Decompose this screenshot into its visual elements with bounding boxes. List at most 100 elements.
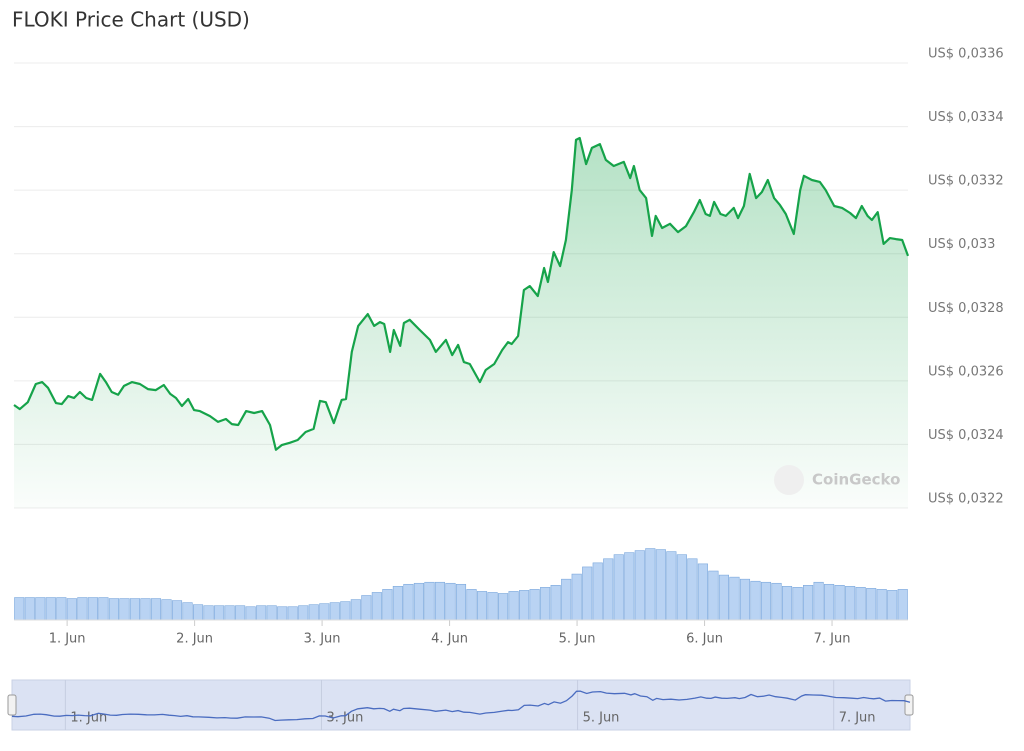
volume-bar xyxy=(413,582,424,621)
volume-bar xyxy=(434,581,446,621)
y-tick-label: US$ 0,033 xyxy=(928,237,995,252)
volume-bars xyxy=(14,548,908,621)
volume-bar xyxy=(540,587,551,621)
volume-bar xyxy=(708,570,719,621)
volume-bar xyxy=(445,582,456,621)
navigator-tick-label: 7. Jun xyxy=(839,711,876,726)
x-tick-label: 1. Jun xyxy=(49,632,86,647)
volume-bar xyxy=(592,562,603,621)
volume-bar xyxy=(887,590,898,621)
volume-bar xyxy=(129,598,141,621)
volume-bar xyxy=(676,554,687,621)
volume-bar xyxy=(455,583,467,621)
x-tick-label: 2. Jun xyxy=(176,632,213,647)
navigator-tick-label: 1. Jun xyxy=(70,711,107,726)
navigator-window[interactable] xyxy=(11,679,911,731)
volume-bar xyxy=(466,589,477,621)
navigator-line xyxy=(11,690,911,722)
volume-bar xyxy=(666,551,677,621)
volume-bar xyxy=(150,598,162,621)
volume-bar xyxy=(298,605,309,621)
volume-bar xyxy=(56,597,67,621)
volume-bar xyxy=(77,597,88,621)
volume-bar xyxy=(329,602,340,621)
navigator-tick-label: 5. Jun xyxy=(583,711,620,726)
volume-bar xyxy=(550,585,561,621)
volume-bar xyxy=(382,589,393,621)
volume-bar xyxy=(266,605,277,621)
volume-bar xyxy=(340,601,351,621)
volume-bar xyxy=(35,597,46,621)
volume-bar xyxy=(203,605,214,621)
volume-bar xyxy=(319,603,330,621)
volume-bar xyxy=(687,558,698,621)
volume-bar xyxy=(424,581,435,621)
navigator: 1. Jun 3. Jun 5. Jun 7. Jun xyxy=(11,680,911,730)
y-tick-label: US$ 0,0336 xyxy=(928,47,1004,62)
volume-bar xyxy=(87,597,98,621)
volume-bar xyxy=(161,599,172,621)
volume-bar xyxy=(792,587,803,621)
volume-bar xyxy=(119,598,130,621)
volume-bar xyxy=(771,582,782,621)
chart-title: FLOKI Price Chart (USD) xyxy=(12,8,250,32)
volume-bar xyxy=(613,554,624,621)
volume-bar xyxy=(24,597,35,621)
y-tick-label: US$ 0,0332 xyxy=(928,174,1004,189)
volume-bar xyxy=(855,587,866,621)
price-area xyxy=(14,138,908,508)
y-tick-label: US$ 0,0324 xyxy=(928,428,1004,443)
volume-bar xyxy=(66,598,77,621)
volume-bar xyxy=(634,550,645,621)
y-tick-label: US$ 0,0334 xyxy=(928,110,1004,125)
volume-bar xyxy=(739,578,751,621)
volume-bar xyxy=(645,548,656,621)
volume-bar xyxy=(582,566,593,621)
volume-bar xyxy=(571,573,582,621)
volume-bar xyxy=(308,604,319,621)
volume-bar xyxy=(834,585,845,621)
price-line xyxy=(13,136,910,451)
y-tick-label: US$ 0,0326 xyxy=(928,364,1004,379)
volume-bar xyxy=(193,604,204,621)
volume-bar xyxy=(498,593,509,621)
x-tick-label: 5. Jun xyxy=(559,632,596,647)
volume-bar xyxy=(361,595,372,621)
navigator-handle[interactable] xyxy=(904,694,914,716)
x-tick-label: 3. Jun xyxy=(304,632,341,647)
volume-bar xyxy=(45,597,56,621)
volume-bar xyxy=(624,552,635,621)
navigator-handle[interactable] xyxy=(7,694,17,716)
volume-bar xyxy=(214,605,225,621)
volume-bar xyxy=(803,585,814,621)
watermark: CoinGecko xyxy=(774,465,900,495)
volume-bar xyxy=(529,589,540,621)
volume-bar xyxy=(287,606,298,621)
watermark-logo xyxy=(774,465,804,495)
volume-bar xyxy=(866,588,877,621)
volume-bar xyxy=(519,590,530,621)
volume-bar xyxy=(14,597,25,621)
volume-bar xyxy=(718,574,730,621)
watermark-text: CoinGecko xyxy=(812,471,900,489)
x-tick-label: 6. Jun xyxy=(686,632,723,647)
volume-bar xyxy=(697,563,708,621)
volume-bar xyxy=(824,583,835,621)
volume-bar xyxy=(371,592,382,621)
x-tick-label: 7. Jun xyxy=(814,632,851,647)
volume-bar xyxy=(760,581,772,621)
volume-bar xyxy=(487,592,498,621)
y-tick-label: US$ 0,0328 xyxy=(928,301,1004,316)
volume-bar xyxy=(98,597,109,621)
grid: US$ 0,0322 US$ 0,0324 US$ 0,0326 US$ 0,0328… xyxy=(14,47,1004,647)
volume-bar xyxy=(245,606,256,621)
navigator-tick-label: 3. Jun xyxy=(326,711,363,726)
volume-bar xyxy=(655,549,666,621)
volume-bar xyxy=(729,576,740,621)
volume-bar xyxy=(845,586,856,621)
volume-bar xyxy=(508,591,519,621)
y-tick-label: US$ 0,0322 xyxy=(928,492,1004,507)
x-tick-label: 4. Jun xyxy=(431,632,468,647)
volume-bar xyxy=(182,602,193,621)
volume-bar xyxy=(224,605,235,621)
